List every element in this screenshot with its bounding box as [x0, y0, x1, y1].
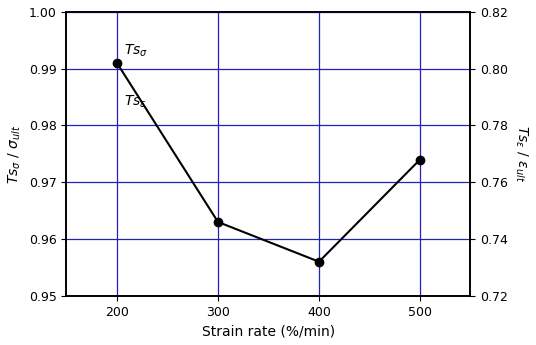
Text: $Ts_{\sigma}$: $Ts_{\sigma}$ [124, 42, 148, 59]
Y-axis label: $Ts_{\varepsilon}$ / $\varepsilon_{ult}$: $Ts_{\varepsilon}$ / $\varepsilon_{ult}$ [512, 125, 529, 183]
Text: $Ts_{\varepsilon}$: $Ts_{\varepsilon}$ [124, 93, 147, 110]
X-axis label: Strain rate (%/min): Strain rate (%/min) [202, 324, 335, 338]
Y-axis label: $Ts_{\sigma}$ / $\sigma_{ult}$: $Ts_{\sigma}$ / $\sigma_{ult}$ [7, 124, 24, 184]
